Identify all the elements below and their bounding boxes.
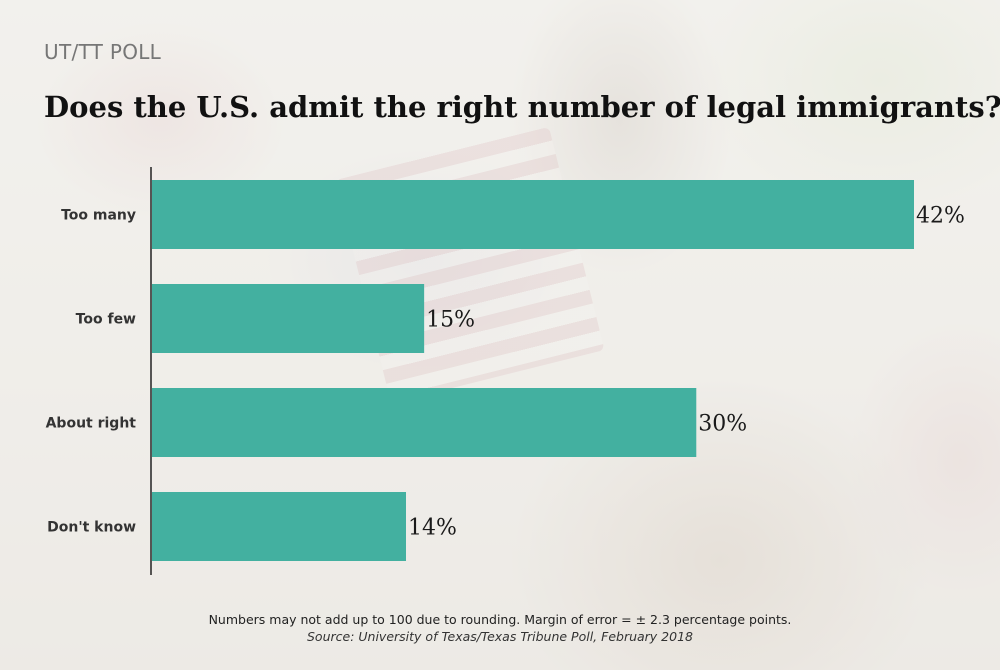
bar-3	[152, 492, 406, 561]
chart-title: Does the U.S. admit the right number of …	[44, 90, 1000, 124]
value-label: 42%	[916, 204, 965, 229]
bar-0	[152, 180, 914, 249]
category-label: Too many	[61, 208, 136, 224]
bar-2	[152, 388, 697, 457]
value-label: 14%	[408, 516, 457, 541]
footnote: Numbers may not add up to 100 due to rou…	[208, 612, 792, 627]
category-label: Don't know	[47, 520, 136, 536]
value-label: 15%	[426, 308, 475, 333]
value-label: 30%	[698, 412, 747, 437]
bar-chart: Too many 42% Too few 15% About right 30% Don't…	[46, 167, 965, 575]
poll-kicker: UT/TT POLL	[44, 40, 162, 64]
source-line: Source: University of Texas/Texas Tribun…	[307, 629, 693, 644]
category-label: About right	[46, 416, 137, 432]
category-label: Too few	[76, 312, 136, 328]
bar-1	[152, 284, 425, 353]
